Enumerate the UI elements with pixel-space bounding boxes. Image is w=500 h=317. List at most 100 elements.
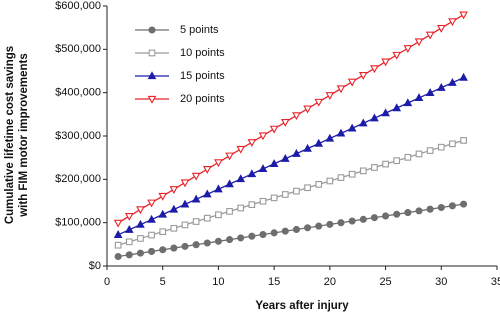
marker [248,232,256,240]
marker [459,11,468,20]
marker [426,147,434,154]
x-tick-label: 30 [435,276,447,288]
marker [314,98,324,107]
marker [425,31,435,40]
marker [460,200,468,208]
legend-marker [148,26,156,34]
legend-label: 15 points [180,70,225,82]
marker [247,169,257,178]
marker [136,219,145,228]
marker [137,235,144,242]
legend-marker [147,95,157,104]
legend-label: 5 points [180,24,219,36]
marker [326,220,334,228]
marker [304,224,312,232]
marker [436,83,446,91]
marker [325,92,335,101]
legend-marker [148,49,156,57]
marker [148,247,156,255]
marker [159,246,167,254]
marker [148,231,155,239]
y-axis-title: with FIM motor improvements [18,53,30,218]
marker [113,219,123,228]
marker [303,143,312,152]
marker [425,88,435,96]
marker [414,38,424,47]
marker [191,172,201,181]
marker [292,148,301,157]
marker [315,222,323,230]
x-tick-label: 0 [104,276,110,288]
marker [404,153,412,161]
marker [226,208,233,215]
marker [415,207,423,215]
marker [270,194,278,202]
marker [336,128,346,137]
marker [459,72,468,81]
marker [226,236,234,244]
marker [415,150,423,158]
marker [258,132,268,141]
marker [437,143,445,151]
x-tick-label: 5 [160,276,166,288]
marker [393,157,401,165]
y-tick-label: $300,000 [55,130,101,142]
marker [448,202,456,210]
marker [348,170,356,178]
marker [191,194,201,203]
marker [159,228,167,236]
marker [337,174,345,181]
marker [202,166,212,174]
x-axis-title: Years after injury [255,300,349,312]
marker [359,167,367,175]
marker [214,237,222,245]
y-tick-label: $0 [89,260,101,272]
x-tick-label: 25 [379,276,391,288]
marker [180,199,190,208]
y-axis-title: Cumulative lifetime cost savings [4,46,16,224]
marker [404,209,412,217]
marker [303,105,312,114]
marker [225,179,234,188]
marker [214,159,223,168]
marker [426,205,434,213]
marker [113,230,123,238]
y-tick-label: $600,000 [55,0,101,12]
marker [259,197,267,205]
marker [370,214,378,222]
marker [269,125,279,134]
marker [181,221,189,229]
marker [147,214,156,223]
marker [325,133,335,142]
marker [170,224,178,232]
marker [358,71,368,80]
marker [258,164,268,173]
marker [436,24,446,33]
marker [248,201,256,208]
marker [236,145,246,154]
marker [358,118,368,127]
marker [236,174,246,183]
marker [449,140,456,148]
marker [158,209,168,218]
marker [181,242,189,250]
marker [270,229,278,237]
marker [370,113,379,122]
marker [382,160,389,168]
marker [281,191,289,198]
series-line [117,14,464,224]
marker [304,184,311,192]
marker [392,51,402,60]
marker [158,192,168,201]
legend-label: 10 points [180,47,225,59]
marker [180,179,190,188]
marker [347,78,357,87]
marker [170,244,178,252]
marker [337,219,345,227]
marker [124,213,134,221]
marker [381,58,390,67]
y-tick-label: $100,000 [55,217,101,229]
marker [281,227,289,235]
marker [370,65,379,74]
marker [448,18,457,27]
